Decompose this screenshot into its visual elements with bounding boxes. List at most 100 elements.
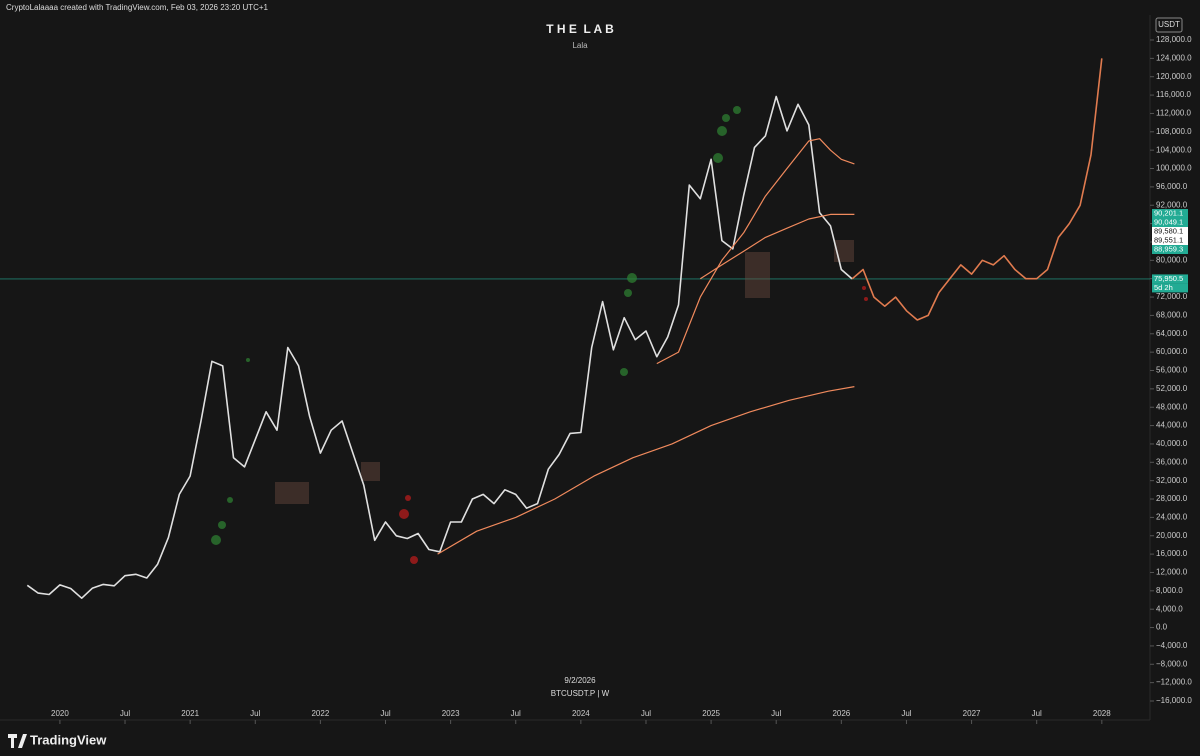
x-tick-label: 2025	[702, 709, 720, 718]
y-tick-label: 104,000.0	[1156, 145, 1192, 154]
y-tick-label: 80,000.0	[1156, 255, 1188, 264]
price-badge	[1152, 218, 1188, 228]
y-tick-label: 60,000.0	[1156, 347, 1188, 356]
y-tick-label: 124,000.0	[1156, 53, 1192, 62]
countdown-badge	[1152, 283, 1188, 293]
y-tick-label: 56,000.0	[1156, 366, 1188, 375]
x-tick-label: Jul	[120, 709, 130, 718]
signal-dot	[405, 495, 411, 501]
x-tick-label: Jul	[771, 709, 781, 718]
y-tick-label: 44,000.0	[1156, 421, 1188, 430]
x-tick-label: 2020	[51, 709, 69, 718]
signal-dot	[864, 297, 868, 301]
y-tick-label: 92,000.0	[1156, 200, 1188, 209]
price-badge-label: 90,049.1	[1154, 217, 1183, 226]
signal-dot	[624, 289, 632, 297]
signal-dot	[713, 153, 723, 163]
price-badge	[1152, 227, 1188, 237]
signal-dot	[722, 114, 730, 122]
x-tick-label: 2021	[181, 709, 199, 718]
y-tick-label: 40,000.0	[1156, 439, 1188, 448]
footer	[0, 726, 1200, 756]
chart-title: T H E L A B	[546, 22, 614, 36]
y-tick-label: 12,000.0	[1156, 568, 1188, 577]
x-tick-label: 2027	[963, 709, 981, 718]
y-tick-label: 72,000.0	[1156, 292, 1188, 301]
zone-box	[275, 482, 309, 504]
y-tick-label: 112,000.0	[1156, 109, 1192, 118]
zones	[275, 240, 854, 504]
x-tick-label: Jul	[380, 709, 390, 718]
price-badge	[1152, 209, 1188, 219]
y-tick-label: −12,000.0	[1156, 678, 1192, 687]
y-tick-label: −8,000.0	[1156, 659, 1188, 668]
x-tick-label: Jul	[511, 709, 521, 718]
credit: CryptoLalaaaa created with TradingView.c…	[6, 3, 269, 12]
x-tick-label: 2028	[1093, 709, 1111, 718]
price-badge	[1152, 274, 1188, 284]
y-tick-label: 8,000.0	[1156, 586, 1183, 595]
y-tick-label: 100,000.0	[1156, 164, 1192, 173]
signal-dot	[410, 556, 418, 564]
price-badge-label: 75,950.5	[1154, 274, 1183, 283]
x-tick-label: 2026	[832, 709, 850, 718]
y-tick-label: 128,000.0	[1156, 35, 1192, 44]
signal-dot	[717, 126, 727, 136]
x-tick-label: Jul	[1032, 709, 1042, 718]
signal-dot	[227, 497, 233, 503]
price-line	[699, 213, 855, 280]
y-tick-label: 32,000.0	[1156, 476, 1188, 485]
y-tick-label: 24,000.0	[1156, 512, 1188, 521]
y-tick-label: 68,000.0	[1156, 311, 1188, 320]
y-tick-label: 64,000.0	[1156, 329, 1188, 338]
signal-dot	[620, 368, 628, 376]
y-tick-label: 116,000.0	[1156, 90, 1192, 99]
signals	[211, 106, 868, 564]
y-tick-label: 20,000.0	[1156, 531, 1188, 540]
y-tick-label: −4,000.0	[1156, 641, 1188, 650]
zone-box	[834, 240, 854, 262]
price-badge	[1152, 245, 1188, 255]
y-tick-label: −16,000.0	[1156, 696, 1192, 705]
y-tick-label: 0.0	[1156, 623, 1168, 632]
currency: USDT	[1158, 20, 1180, 29]
price-badge	[1152, 236, 1188, 246]
signal-dot	[733, 106, 741, 114]
x-tick-label: Jul	[641, 709, 651, 718]
y-tick-label: 48,000.0	[1156, 402, 1188, 411]
price-line	[851, 58, 1103, 321]
price-line	[656, 138, 855, 365]
watermark-date: 9/2/2026	[564, 676, 596, 685]
y-tick-label: 36,000.0	[1156, 457, 1188, 466]
price-line	[437, 386, 855, 555]
x-tick-label: Jul	[901, 709, 911, 718]
zone-box	[361, 462, 380, 481]
signal-dot	[399, 509, 409, 519]
currency-box	[1155, 17, 1183, 33]
y-tick-label: 108,000.0	[1156, 127, 1192, 136]
signal-dot	[218, 521, 226, 529]
countdown: 5d 2h	[1154, 283, 1173, 292]
x-tick-label: 2024	[572, 709, 590, 718]
price-badge-label: 88,959.3	[1154, 244, 1183, 253]
y-tick-label: 4,000.0	[1156, 604, 1183, 613]
price-line	[26, 95, 853, 599]
x-tick-label: Jul	[250, 709, 260, 718]
price-badge-label: 90,201.1	[1154, 208, 1183, 217]
logo-text: TradingView	[30, 732, 107, 747]
zone-box	[745, 252, 770, 298]
x-tick-label: 2022	[311, 709, 329, 718]
chart-subtitle: Lala	[572, 41, 588, 50]
price-badge-label: 89,580.1	[1154, 226, 1183, 235]
signal-dot	[862, 286, 866, 290]
y-tick-label: 120,000.0	[1156, 72, 1192, 81]
y-tick-label: 16,000.0	[1156, 549, 1188, 558]
y-tick-label: 96,000.0	[1156, 182, 1188, 191]
price-badge-label: 89,551.1	[1154, 235, 1183, 244]
watermark-symbol: BTCUSDT.P | W	[551, 689, 610, 698]
signal-dot	[246, 358, 250, 362]
x-tick-label: 2023	[442, 709, 460, 718]
logo-icon	[8, 734, 27, 748]
